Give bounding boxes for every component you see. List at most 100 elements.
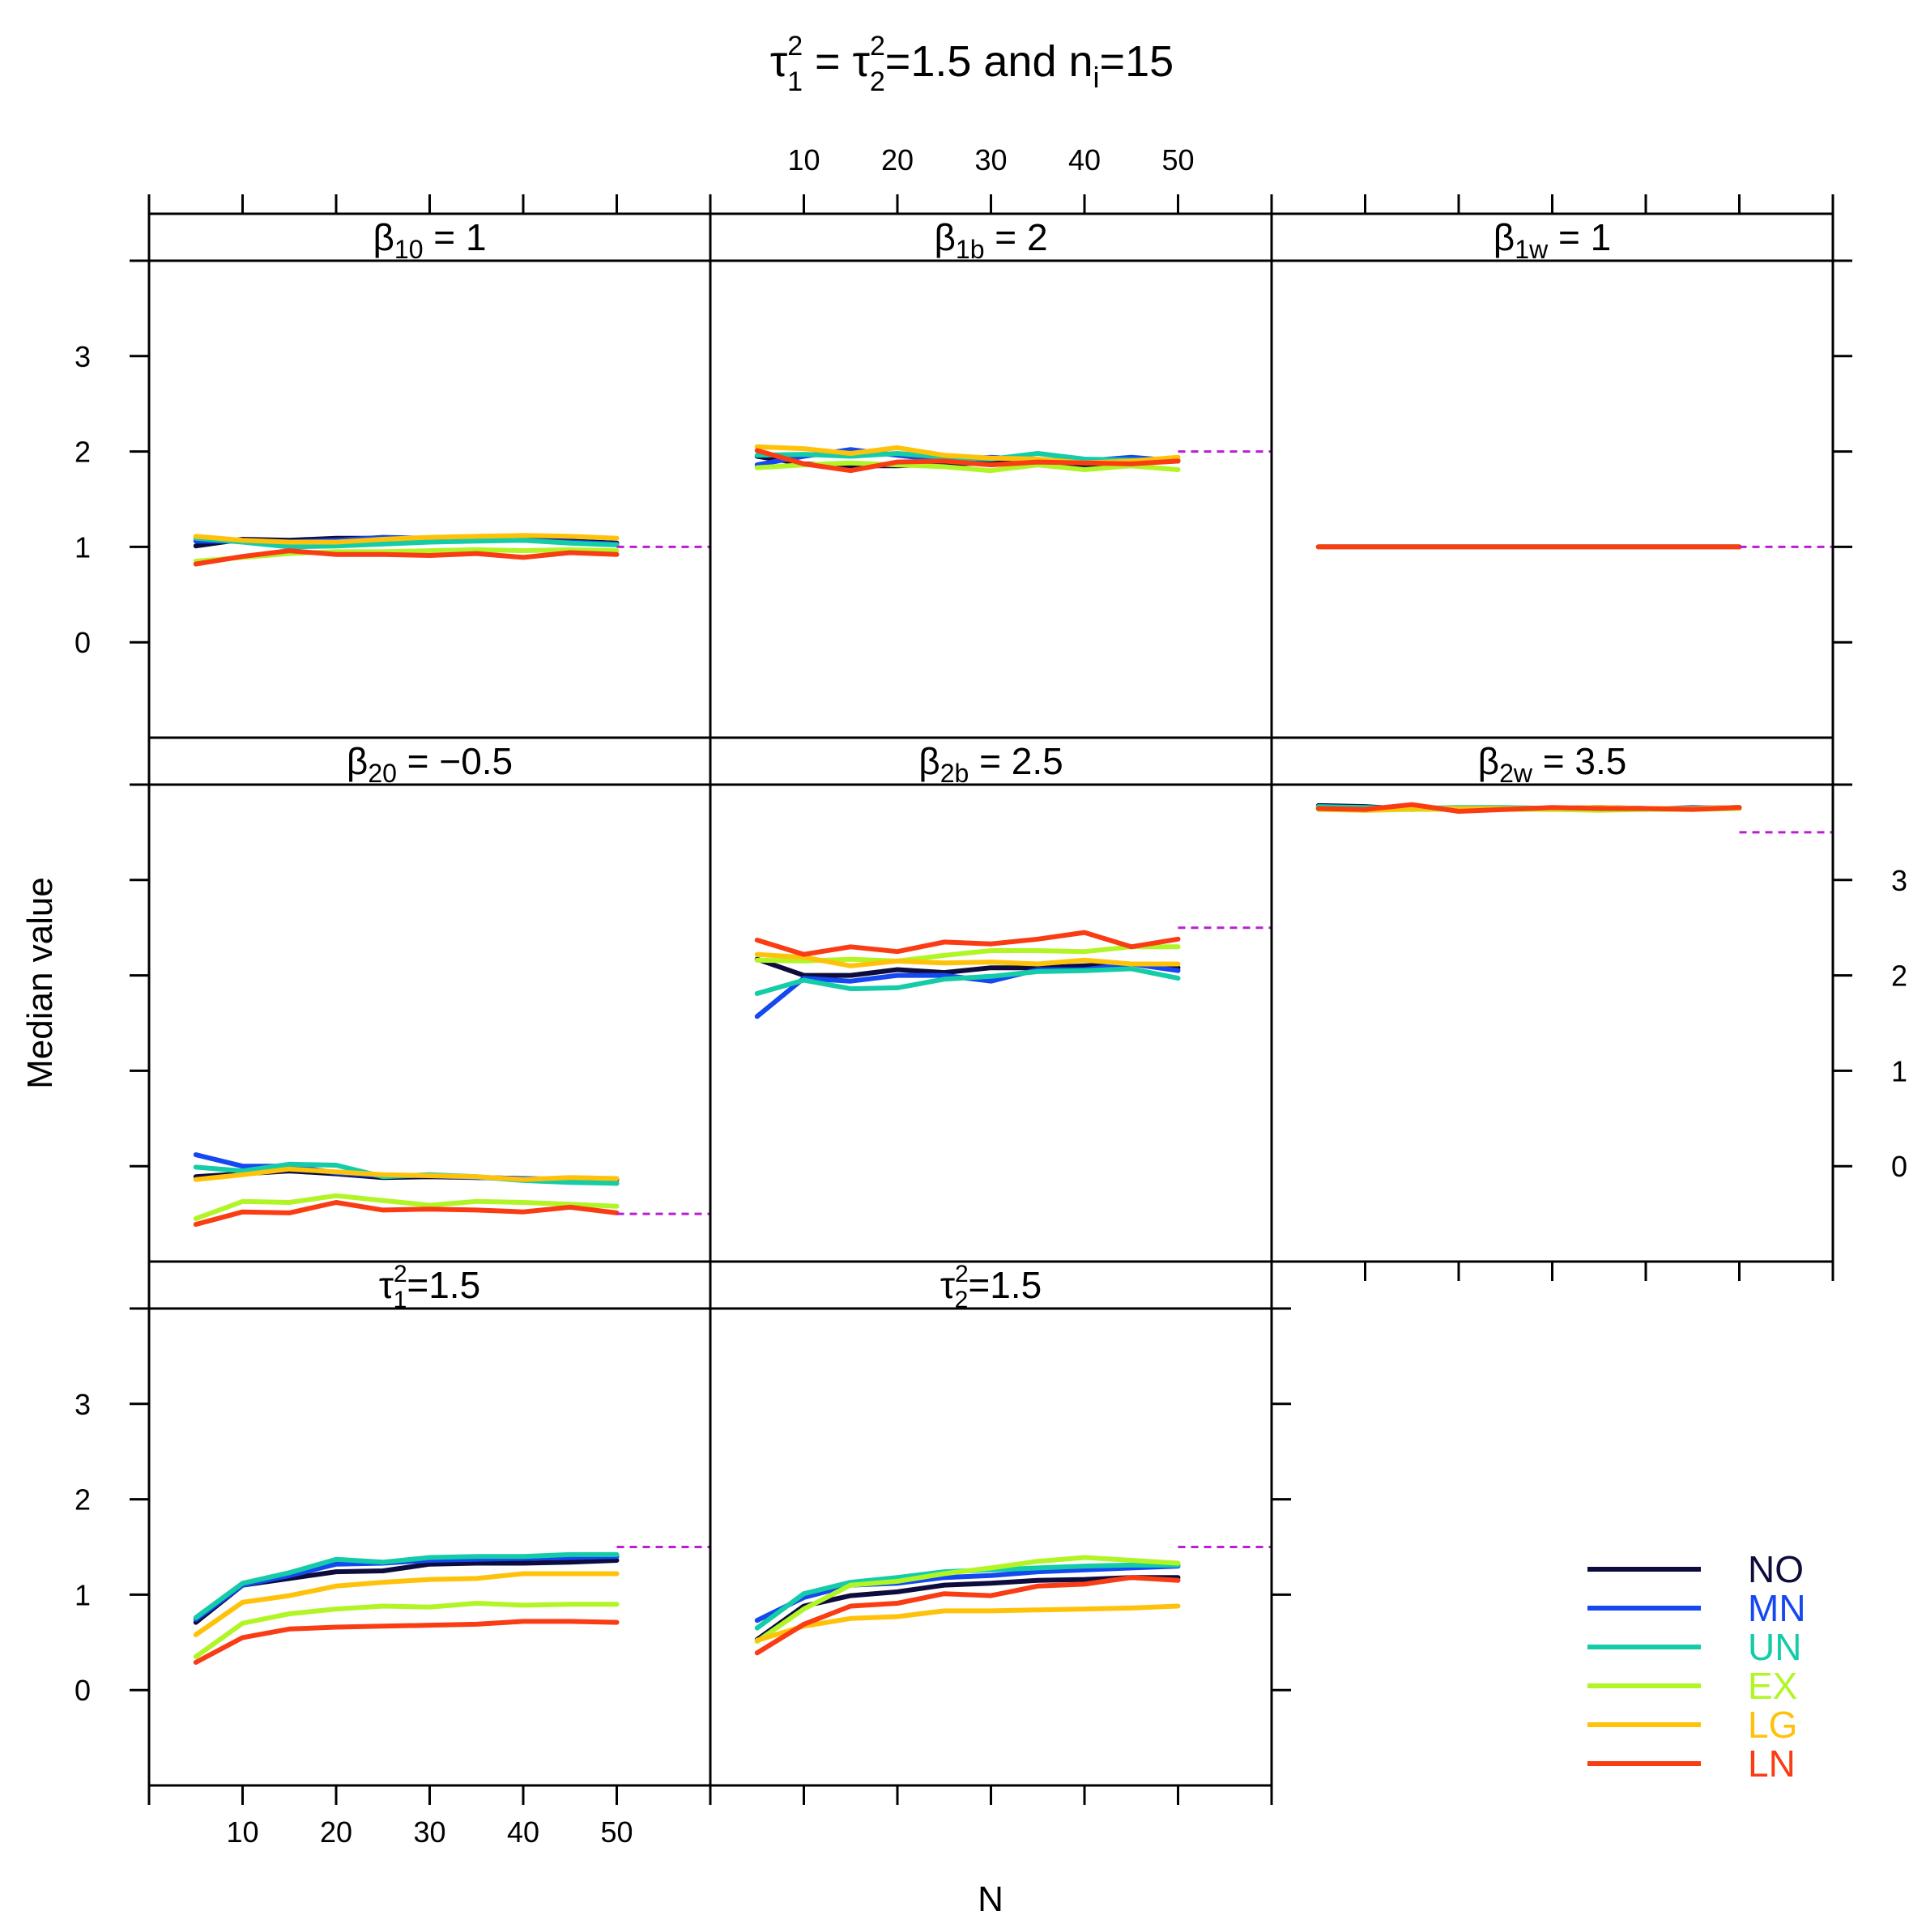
series-line-mn bbox=[754, 1564, 1181, 1623]
x-tick-label: 20 bbox=[881, 143, 914, 177]
strip-label-part: 2 bbox=[394, 1261, 407, 1287]
series-line-ex bbox=[754, 460, 1181, 474]
y-tick-label: 0 bbox=[1891, 1150, 1907, 1183]
strip-label-part: τ bbox=[379, 1264, 394, 1306]
x-axis-title: N bbox=[978, 1879, 1004, 1919]
title-part: 2 bbox=[870, 66, 885, 97]
title-part: i bbox=[1093, 61, 1100, 94]
strip-label-part: 2 bbox=[955, 1261, 969, 1287]
legend-item-ln: LN bbox=[1587, 1743, 1796, 1785]
x-tick-label: 40 bbox=[1068, 143, 1101, 177]
strip-label-part: = 3.5 bbox=[1532, 740, 1626, 782]
strip-label-part: =1.5 bbox=[407, 1264, 480, 1306]
legend-item-no: NO bbox=[1587, 1548, 1804, 1590]
series-group bbox=[754, 1555, 1181, 1656]
legend-item-ex: EX bbox=[1587, 1665, 1797, 1707]
series-group bbox=[754, 444, 1181, 474]
panel-border bbox=[147, 1260, 712, 1787]
series-line-ln bbox=[754, 448, 1181, 474]
title-part: =15 bbox=[1100, 37, 1174, 86]
title-part: τ bbox=[770, 37, 787, 86]
strip-label: τ2 2=1.5 bbox=[940, 1261, 1042, 1313]
title-part: = bbox=[803, 37, 853, 86]
y-tick-label: 3 bbox=[75, 340, 91, 373]
strip-label: β2b = 2.5 bbox=[918, 740, 1063, 788]
panel-b1b: β1b = 2 10 20 30 40 50 bbox=[709, 143, 1273, 739]
x-tick-label: 10 bbox=[226, 1815, 258, 1849]
panel-b1w: β1w = 1 bbox=[1270, 194, 1852, 739]
title-part: =1.5 and n bbox=[885, 37, 1093, 86]
series-line-ex bbox=[754, 1555, 1181, 1645]
legend-item-mn: MN bbox=[1587, 1587, 1806, 1629]
legend-label: NO bbox=[1748, 1548, 1804, 1590]
strip-label: β1w = 1 bbox=[1494, 216, 1611, 264]
strip-label-part: = 1 bbox=[424, 216, 487, 258]
series-line-un bbox=[193, 1551, 620, 1620]
panel-border bbox=[147, 736, 712, 1263]
series-line-ex bbox=[193, 1601, 620, 1659]
strip-label: β2w = 3.5 bbox=[1478, 740, 1627, 788]
strip-label-part: = 1 bbox=[1548, 216, 1611, 258]
legend-label: EX bbox=[1748, 1665, 1797, 1707]
x-tick-label: 50 bbox=[1161, 143, 1194, 177]
x-tick-label: 40 bbox=[507, 1815, 539, 1849]
series-line-no bbox=[193, 1558, 620, 1625]
panel-b2w: β2w = 3.5 0 1 2 3 bbox=[1270, 736, 1907, 1281]
y-tick-label: 0 bbox=[75, 1674, 91, 1707]
chart-title: τ2 1 = τ2 2=1.5 and ni=15 bbox=[770, 31, 1174, 97]
strip-label: β1b = 2 bbox=[934, 216, 1047, 264]
legend-item-lg: LG bbox=[1587, 1704, 1797, 1746]
y-tick-label: 1 bbox=[75, 530, 91, 564]
legend-label: UN bbox=[1748, 1626, 1801, 1668]
strip-label-part: =1.5 bbox=[968, 1264, 1042, 1306]
strip-label-part: β bbox=[373, 216, 394, 258]
series-group bbox=[193, 1152, 620, 1228]
series-group bbox=[754, 930, 1181, 1019]
panel-b10: β10 = 1 0 1 2 3 bbox=[75, 194, 712, 739]
series-line-ln bbox=[193, 1619, 620, 1665]
legend-item-un: UN bbox=[1587, 1626, 1801, 1668]
panel-b20: β20 = −0.5 bbox=[130, 736, 712, 1263]
strip-label-part: β bbox=[934, 216, 955, 258]
series-line-ln bbox=[1315, 802, 1742, 814]
panel-border bbox=[709, 212, 1273, 739]
panel-border bbox=[709, 1260, 1273, 1787]
panel-border bbox=[1270, 736, 1834, 1263]
series-group bbox=[193, 533, 620, 567]
series-line-lg bbox=[754, 1603, 1181, 1643]
title-part: 1 bbox=[787, 66, 803, 97]
strip-label-part: 2b bbox=[940, 759, 969, 788]
strip-header bbox=[709, 212, 1273, 262]
series-line-un bbox=[754, 966, 1181, 996]
strip-label-part: 10 bbox=[394, 235, 424, 264]
panel-b2b: β2b = 2.5 bbox=[709, 736, 1273, 1263]
strip-label-part: 20 bbox=[368, 759, 397, 788]
legend-label: LN bbox=[1748, 1743, 1796, 1785]
y-tick-label: 0 bbox=[75, 626, 91, 659]
series-line-ln bbox=[193, 1200, 620, 1228]
series-line-lg bbox=[193, 1571, 620, 1637]
y-tick-label: 1 bbox=[1891, 1054, 1907, 1087]
x-tick-label: 30 bbox=[413, 1815, 445, 1849]
strip-label: β20 = −0.5 bbox=[347, 740, 513, 788]
strip-label-part: β bbox=[1494, 216, 1515, 258]
legend-label: LG bbox=[1748, 1704, 1797, 1746]
series-line-lg bbox=[193, 533, 620, 545]
series-line-lg bbox=[754, 951, 1181, 968]
y-tick-label: 2 bbox=[75, 436, 91, 469]
series-line-ex bbox=[193, 1193, 620, 1221]
x-tick-label: 30 bbox=[974, 143, 1007, 177]
y-tick-label: 3 bbox=[1891, 864, 1907, 897]
strip-label: τ2 1=1.5 bbox=[379, 1261, 480, 1313]
strip-label-part: 1 bbox=[394, 1287, 407, 1313]
title-part: τ bbox=[853, 37, 870, 86]
series-line-ln bbox=[754, 930, 1181, 957]
strip-label-part: β bbox=[1478, 740, 1499, 782]
strip-label-part: β bbox=[918, 740, 940, 782]
y-axis-title: Median value bbox=[20, 877, 60, 1089]
strip-label-part: τ bbox=[940, 1264, 955, 1306]
panel-t2: τ2 2=1.5 bbox=[709, 1260, 1291, 1805]
